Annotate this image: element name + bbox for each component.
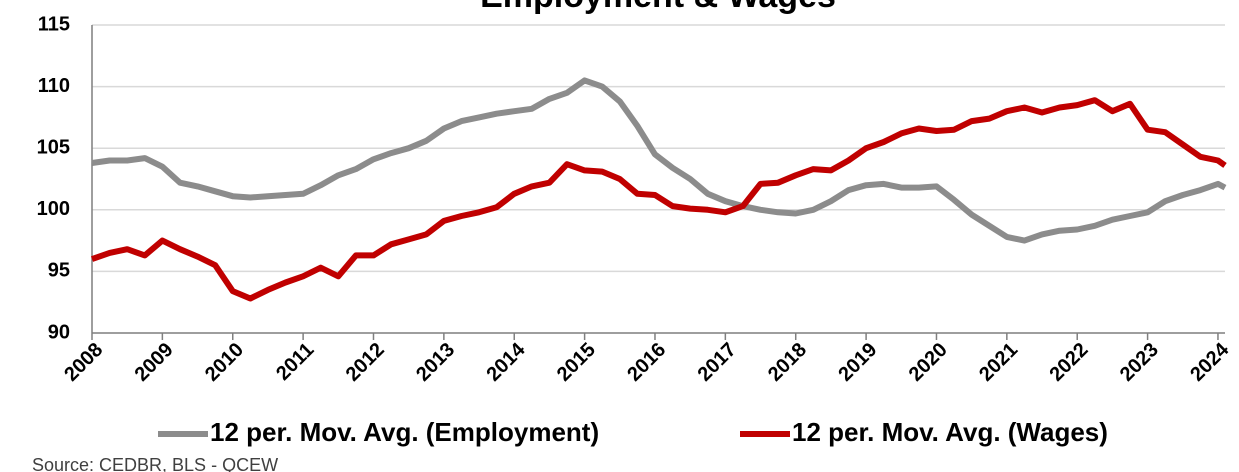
x-tick-label: 2014 [482,338,530,386]
x-tick-label: 2022 [1045,339,1092,386]
y-tick-label: 115 [38,13,70,35]
x-tick-label: 2011 [272,339,318,385]
y-tick-label: 95 [48,260,70,282]
x-tick-label: 2016 [623,339,670,386]
x-tick-label: 2018 [764,339,811,386]
x-tick-label: 2008 [60,339,107,386]
x-tick-label: 2020 [905,339,952,386]
series-line [91,77,1227,244]
y-tick-label: 110 [38,75,70,97]
x-tick-label: 2012 [342,339,389,386]
chart-title: Employment & Wages [480,0,836,15]
x-tick-label: 2010 [201,339,248,386]
x-tick-label: 2009 [131,339,178,386]
x-tick-label: 2015 [553,339,600,386]
x-tick-label: 2021 [975,339,1022,386]
y-tick-label: 100 [37,198,70,220]
legend-label: 12 per. Mov. Avg. (Employment) [210,417,599,447]
source: Source: CEDBR, BLS - QCEW [32,455,278,472]
series-line [91,97,1227,302]
x-tick-label: 2023 [1116,339,1163,386]
legend-label: 12 per. Mov. Avg. (Wages) [792,417,1108,447]
x-tick-label: 2013 [412,339,459,386]
y-tick-label: 105 [37,136,70,158]
x-tick-label: 2017 [694,339,741,386]
x-tick-label: 2024 [1186,338,1234,386]
y-tick-label: 90 [48,321,70,343]
x-tick-label: 2019 [834,339,881,386]
